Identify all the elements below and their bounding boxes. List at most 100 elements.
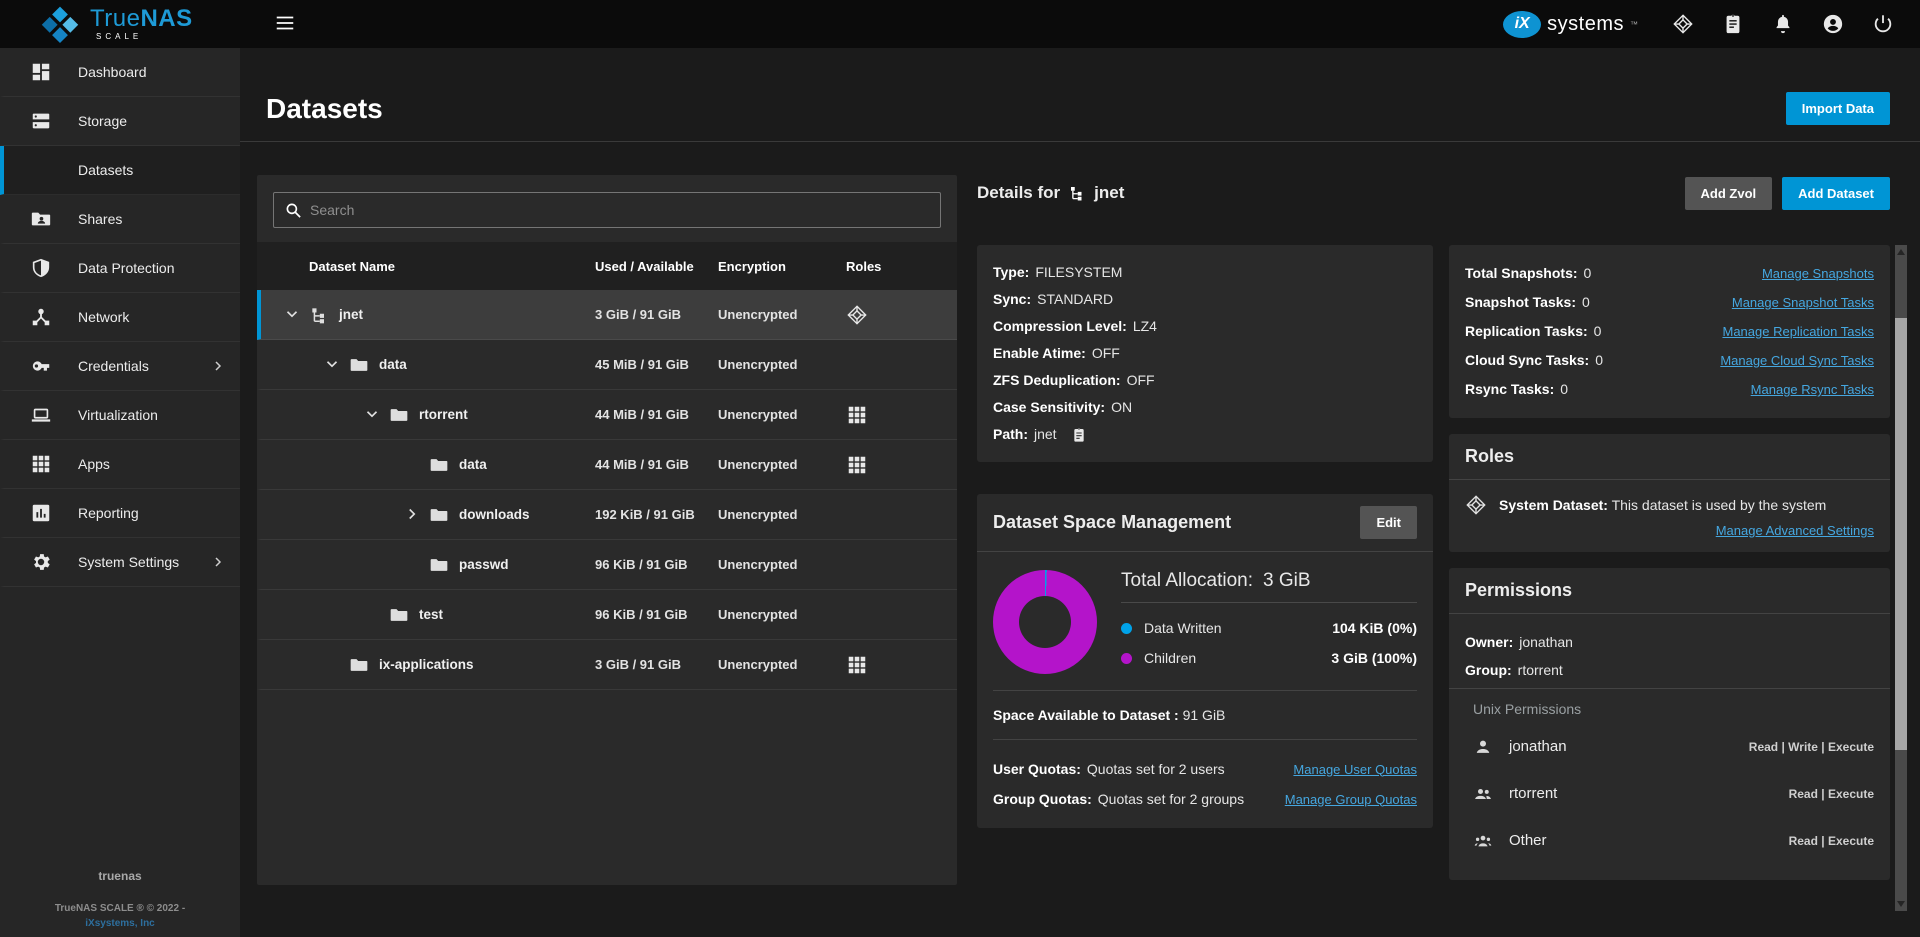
dataset-row-downloads[interactable]: downloads 192 KiB / 91 GiB Unencrypted bbox=[257, 490, 957, 540]
roles-card-body: System Dataset: This dataset is used by … bbox=[1449, 480, 1890, 552]
used-available-value: 96 KiB / 91 GiB bbox=[595, 607, 688, 622]
chevron-down-icon[interactable] bbox=[283, 305, 309, 325]
manage-replication-tasks-link[interactable]: Manage Replication Tasks bbox=[1722, 324, 1874, 339]
jobs-clipboard-icon[interactable] bbox=[1722, 13, 1744, 35]
sidebar-item-label: Data Protection bbox=[78, 260, 175, 276]
truenas-logo: TrueNAS SCALE bbox=[0, 5, 240, 43]
sidebar-footer: truenas TrueNAS SCALE ® © 2022 - iXsyste… bbox=[0, 869, 240, 929]
copyright-label: TrueNAS SCALE ® © 2022 - bbox=[54, 903, 186, 914]
manage-snapshot-tasks-link[interactable]: Manage Snapshot Tasks bbox=[1731, 295, 1874, 310]
details-panel: Details for jnet Add Zvol Add Dataset bbox=[977, 175, 1890, 896]
manage-cloud-sync-tasks-link[interactable]: Manage Cloud Sync Tasks bbox=[1720, 353, 1874, 368]
truenas-logo-icon bbox=[40, 5, 80, 43]
folder-icon bbox=[429, 455, 449, 475]
sidebar-item-apps[interactable]: Apps bbox=[0, 440, 240, 489]
sidebar-item-network[interactable]: Network bbox=[0, 293, 240, 342]
used-available-value: 192 KiB / 91 GiB bbox=[595, 507, 695, 522]
permission-flags: Read | Write | Execute bbox=[1748, 739, 1874, 754]
dataset-name: ix-applications bbox=[379, 657, 474, 672]
sidebar-item-storage[interactable]: Storage bbox=[0, 97, 240, 146]
roles-link-row: Manage Advanced Settings bbox=[1465, 522, 1874, 540]
add-dataset-button[interactable]: Add Dataset bbox=[1782, 176, 1890, 210]
roles-cell bbox=[826, 654, 957, 676]
allocation-summary: Total Allocation: 3 GiB Data Written 104 K… bbox=[1121, 570, 1417, 674]
sidebar-item-virtualization[interactable]: Virtualization bbox=[0, 391, 240, 440]
topbar-icons bbox=[1672, 13, 1920, 35]
dataset-row-data[interactable]: data 44 MiB / 91 GiB Unencrypted bbox=[257, 440, 957, 490]
manage-rsync-tasks-link[interactable]: Manage Rsync Tasks bbox=[1750, 382, 1874, 397]
details-scrollbar[interactable] bbox=[1895, 245, 1907, 911]
used-available-value: 96 KiB / 91 GiB bbox=[595, 557, 688, 572]
allocation-donut-chart bbox=[993, 570, 1097, 674]
dataset-row-ix-applications[interactable]: ix-applications 3 GiB / 91 GiB Unencrypted bbox=[257, 640, 957, 690]
sidebar-toggle-hamburger-icon[interactable] bbox=[272, 11, 298, 37]
ixsystems-link[interactable]: iXsystems, Inc bbox=[85, 918, 155, 929]
task-row-snapshot-tasks-: Snapshot Tasks: 0 Manage Snapshot Tasks bbox=[1465, 288, 1874, 317]
truenas-update-icon[interactable] bbox=[1672, 13, 1694, 35]
task-row-rsync-tasks-: Rsync Tasks: 0 Manage Rsync Tasks bbox=[1465, 375, 1874, 404]
import-data-button[interactable]: Import Data bbox=[1785, 92, 1890, 125]
dataset-row-passwd[interactable]: passwd 96 KiB / 91 GiB Unencrypted bbox=[257, 540, 957, 590]
dataset-row-jnet[interactable]: jnet 3 GiB / 91 GiB Unencrypted bbox=[257, 290, 957, 340]
sidebar-item-datasets[interactable]: Datasets bbox=[0, 146, 240, 195]
dataset-icon bbox=[309, 305, 329, 325]
roles-cell bbox=[826, 454, 957, 476]
notifications-bell-icon[interactable] bbox=[1772, 13, 1794, 35]
details-left-column: Type: FILESYSTEM Sync: STANDARD Compression … bbox=[977, 245, 1433, 896]
chevron-down-icon[interactable] bbox=[323, 355, 349, 375]
property-enable-atime-: Enable Atime: OFF bbox=[993, 345, 1120, 361]
datasets-tree-panel: Dataset Name Used / Available Encryption… bbox=[257, 175, 957, 885]
legend-label: Children bbox=[1144, 650, 1197, 666]
dataset-row-rtorrent[interactable]: rtorrent 44 MiB / 91 GiB Unencrypted bbox=[257, 390, 957, 440]
dataset-row-data[interactable]: data 45 MiB / 91 GiB Unencrypted bbox=[257, 340, 957, 390]
details-actions: Add Zvol Add Dataset bbox=[1684, 176, 1890, 210]
donut-legend: Data Written 104 KiB (0%) Children 3 GiB (1… bbox=[1121, 613, 1417, 673]
permissions-card-header: Permissions bbox=[1449, 568, 1890, 614]
column-header-roles: Roles bbox=[846, 258, 882, 274]
legend-label: Data Written bbox=[1144, 620, 1222, 636]
edit-space-button[interactable]: Edit bbox=[1360, 506, 1417, 539]
virtualization-icon bbox=[30, 404, 52, 426]
apps-role-icon bbox=[846, 404, 957, 426]
sidebar-item-system-settings[interactable]: System Settings bbox=[0, 538, 240, 587]
chevron-down-icon[interactable] bbox=[363, 405, 389, 425]
manage-snapshots-link[interactable]: Manage Snapshots bbox=[1761, 266, 1874, 281]
person-icon bbox=[1473, 737, 1493, 757]
manage-user-quotas-link[interactable]: Manage User Quotas bbox=[1293, 761, 1417, 777]
ix-logo-text: systems bbox=[1547, 12, 1624, 35]
sidebar-item-credentials[interactable]: Credentials bbox=[0, 342, 240, 391]
permission-name: Other bbox=[1509, 832, 1547, 849]
encryption-value: Unencrypted bbox=[718, 607, 798, 622]
manage-advanced-settings-link[interactable]: Manage Advanced Settings bbox=[1715, 523, 1874, 538]
sidebar-item-data-protection[interactable]: Data Protection bbox=[0, 244, 240, 293]
group-icon bbox=[1473, 831, 1493, 851]
apps-role-icon bbox=[846, 654, 957, 676]
copy-path-icon[interactable] bbox=[1071, 427, 1087, 443]
legend-value: 3 GiB (100%) bbox=[1331, 650, 1417, 666]
scroll-up-arrow-icon[interactable] bbox=[1895, 245, 1907, 259]
dataset-name: downloads bbox=[459, 507, 530, 522]
sidebar-item-reporting[interactable]: Reporting bbox=[0, 489, 240, 538]
permissions-card-title: Permissions bbox=[1465, 580, 1573, 600]
encryption-value: Unencrypted bbox=[718, 457, 798, 472]
details-dataset-name: jnet bbox=[1094, 183, 1125, 202]
add-zvol-button[interactable]: Add Zvol bbox=[1684, 176, 1773, 210]
scrollbar-thumb[interactable] bbox=[1895, 318, 1907, 750]
system-dataset-role: System Dataset: This dataset is used by … bbox=[1465, 494, 1874, 516]
sidebar-item-dashboard[interactable]: Dashboard bbox=[0, 48, 240, 97]
ixsystems-logo: iX systems ™ bbox=[1503, 10, 1638, 38]
sidebar-item-label: Datasets bbox=[78, 162, 134, 178]
dataset-row-test[interactable]: test 96 KiB / 91 GiB Unencrypted bbox=[257, 590, 957, 640]
space-available-row: Space Available to Dataset : 91 GiB bbox=[993, 707, 1226, 723]
power-icon[interactable] bbox=[1872, 13, 1894, 35]
folder-icon bbox=[389, 405, 409, 425]
user-account-icon[interactable] bbox=[1822, 13, 1844, 35]
chevron-right-icon[interactable] bbox=[403, 505, 429, 525]
system-settings-icon bbox=[30, 551, 52, 573]
scroll-down-arrow-icon[interactable] bbox=[1895, 897, 1907, 911]
manage-group-quotas-link[interactable]: Manage Group Quotas bbox=[1284, 791, 1417, 807]
unix-permissions-section: Unix Permissions jonathan Read | Write | … bbox=[1449, 689, 1890, 880]
search-input[interactable] bbox=[310, 202, 930, 218]
sidebar-item-shares[interactable]: Shares bbox=[0, 195, 240, 244]
